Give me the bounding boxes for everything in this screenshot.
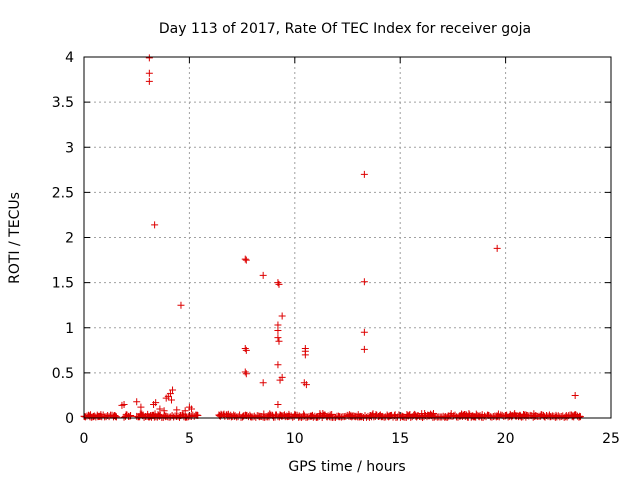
- data-point: [274, 326, 282, 334]
- y-tick-label: 4: [65, 50, 74, 66]
- data-point: [156, 405, 164, 413]
- data-point: [242, 370, 250, 378]
- data-point: [274, 279, 282, 287]
- data-point: [126, 412, 134, 420]
- data-point: [137, 403, 145, 411]
- data-point: [545, 411, 553, 419]
- data-point: [241, 255, 249, 263]
- data-point: [275, 337, 283, 345]
- data-point: [275, 280, 283, 288]
- data-point: [493, 244, 501, 252]
- y-tick-label: 2: [65, 231, 74, 247]
- data-point: [331, 413, 339, 421]
- data-point: [239, 413, 247, 421]
- y-tick-label: 3.5: [52, 95, 74, 111]
- data-point: [181, 407, 189, 415]
- data-point: [575, 413, 583, 421]
- data-point: [169, 386, 177, 394]
- data-point: [177, 301, 185, 309]
- data-point: [167, 396, 175, 404]
- data-point: [444, 413, 452, 421]
- data-point: [162, 394, 170, 402]
- x-tick-label: 0: [80, 431, 89, 447]
- data-point: [571, 391, 579, 399]
- data-point: [112, 413, 120, 421]
- data-point: [259, 379, 267, 387]
- data-points: [80, 54, 584, 421]
- data-point: [160, 407, 168, 415]
- axis-ticks: [83, 56, 612, 419]
- data-point: [576, 413, 584, 421]
- data-point: [183, 413, 191, 421]
- data-point: [278, 312, 286, 320]
- data-point: [170, 413, 178, 421]
- data-point: [261, 413, 269, 421]
- data-point: [145, 69, 153, 77]
- data-point: [358, 412, 366, 420]
- x-axis-label: GPS time / hours: [288, 459, 405, 475]
- data-point: [301, 351, 309, 359]
- x-tick-label: 5: [185, 431, 194, 447]
- data-point: [360, 345, 368, 353]
- y-axis-label: ROTI / TECUs: [7, 192, 23, 284]
- data-point: [133, 398, 141, 406]
- data-point: [479, 413, 487, 421]
- x-tick-label: 25: [602, 431, 620, 447]
- data-point: [241, 368, 249, 376]
- y-tick-label: 2.5: [52, 185, 74, 201]
- x-tick-label: 15: [391, 431, 409, 447]
- data-point: [188, 405, 196, 413]
- tick-labels: 0 5 10 15 20 25 0 0.5 1 1.5 2 2.5 3 3.5 4: [52, 50, 620, 447]
- data-point: [120, 400, 128, 408]
- data-point: [274, 400, 282, 408]
- data-point: [242, 256, 250, 264]
- y-tick-label: 1: [65, 321, 74, 337]
- data-point: [145, 54, 153, 62]
- data-point: [252, 413, 260, 421]
- data-point: [241, 345, 249, 353]
- x-tick-label: 20: [497, 431, 515, 447]
- data-point: [173, 406, 181, 414]
- data-point: [249, 413, 257, 421]
- data-point: [274, 361, 282, 369]
- data-point: [162, 412, 170, 420]
- plot-frame: [83, 56, 612, 419]
- data-point: [151, 221, 159, 229]
- data-point: [259, 271, 267, 279]
- x-tick-label: 10: [286, 431, 304, 447]
- data-point: [274, 334, 282, 342]
- data-point: [150, 400, 158, 408]
- data-point: [360, 328, 368, 336]
- chart-title: Day 113 of 2017, Rate Of TEC Index for r…: [159, 21, 531, 37]
- data-point: [360, 278, 368, 286]
- y-tick-label: 0: [65, 411, 74, 427]
- data-point: [145, 77, 153, 85]
- y-tick-label: 1.5: [52, 276, 74, 292]
- data-point: [242, 346, 250, 354]
- data-point: [360, 170, 368, 178]
- y-tick-label: 0.5: [52, 366, 74, 382]
- data-point: [302, 381, 310, 389]
- data-point: [276, 376, 284, 384]
- grid-lines: [84, 57, 611, 418]
- y-tick-label: 3: [65, 140, 74, 156]
